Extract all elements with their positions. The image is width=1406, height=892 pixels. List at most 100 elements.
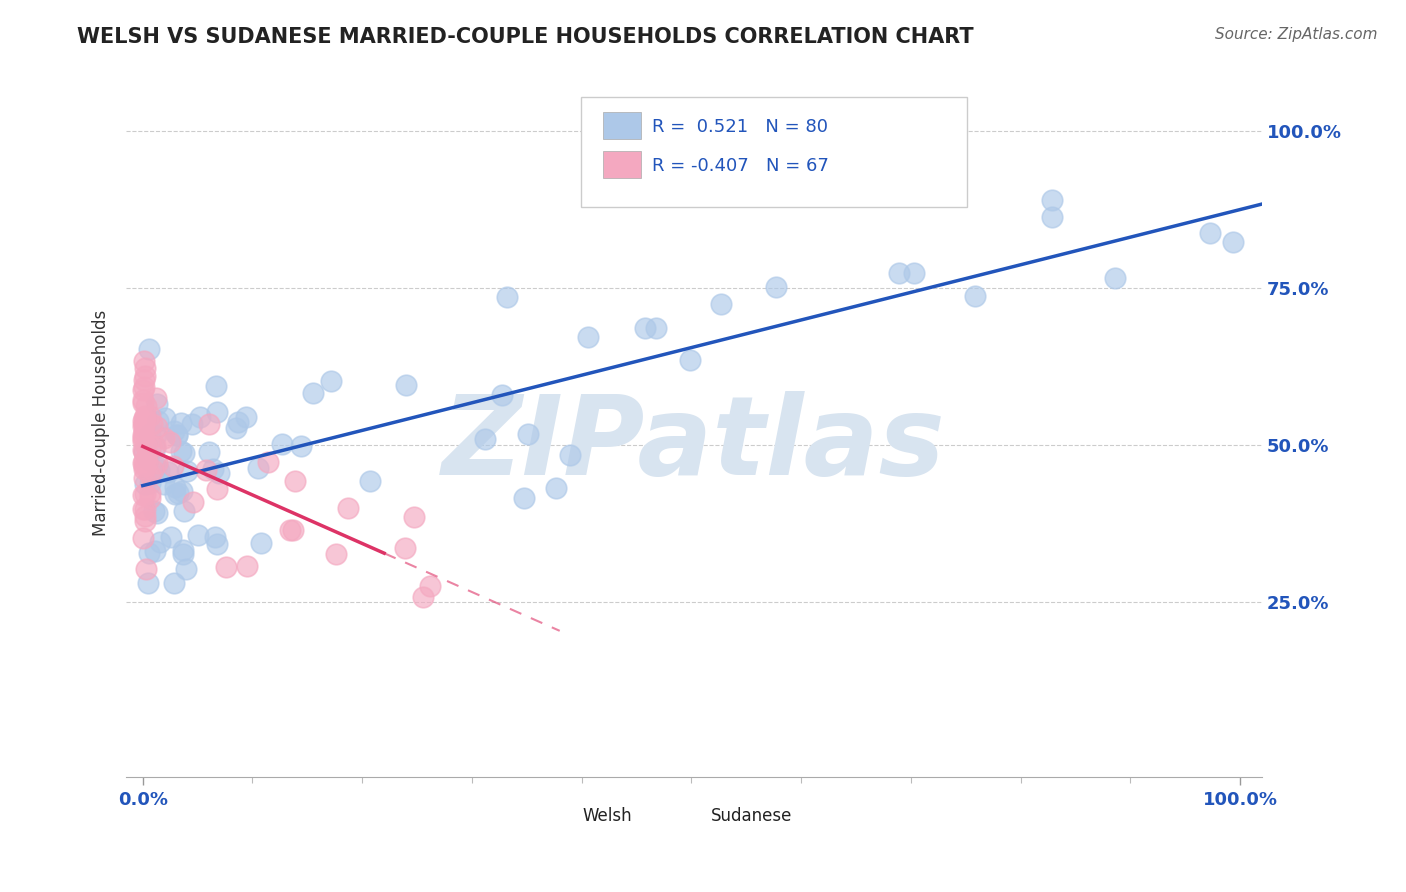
Point [278, 523, 301, 537]
Point [395, 378, 418, 392]
Point [198, 417, 221, 431]
Point [134, 476, 156, 491]
Point [173, 503, 195, 517]
Point [139, 427, 162, 442]
Point [170, 416, 193, 430]
Point [165, 486, 187, 500]
Point [162, 459, 184, 474]
Point [496, 290, 519, 304]
Point [903, 266, 925, 280]
Point [148, 463, 170, 477]
Point [135, 399, 157, 413]
Point [132, 410, 155, 425]
Point [138, 546, 160, 560]
FancyBboxPatch shape [553, 805, 576, 827]
Point [1040, 193, 1063, 207]
Point [281, 523, 304, 537]
Point [136, 452, 159, 467]
Text: R = -0.407   N = 67: R = -0.407 N = 67 [652, 157, 830, 175]
Point [132, 383, 155, 397]
Point [132, 434, 155, 449]
Point [134, 413, 156, 427]
Point [205, 405, 228, 419]
Point [132, 454, 155, 468]
Point [132, 417, 155, 432]
Point [174, 562, 197, 576]
Point [134, 508, 156, 523]
Point [132, 462, 155, 476]
Point [246, 460, 269, 475]
Point [134, 373, 156, 387]
Point [172, 548, 194, 562]
Point [132, 488, 155, 502]
Point [141, 440, 163, 454]
Point [1042, 210, 1064, 224]
Point [163, 575, 186, 590]
Point [149, 535, 172, 549]
Point [1222, 235, 1244, 249]
Point [134, 409, 156, 423]
Point [134, 459, 156, 474]
Point [546, 481, 568, 495]
Text: R =  0.521   N = 80: R = 0.521 N = 80 [652, 118, 828, 136]
Point [402, 509, 425, 524]
Point [710, 297, 733, 311]
Point [143, 543, 166, 558]
Point [207, 466, 229, 480]
Point [195, 462, 218, 476]
Point [235, 559, 257, 574]
Point [187, 527, 209, 541]
Point [132, 531, 155, 545]
Point [132, 456, 155, 470]
Point [146, 507, 169, 521]
Point [204, 530, 226, 544]
Point [153, 431, 176, 445]
Point [319, 374, 342, 388]
Point [167, 485, 190, 500]
Point [132, 427, 155, 442]
Point [134, 440, 156, 454]
Point [207, 482, 229, 496]
Point [132, 501, 155, 516]
Point [146, 397, 169, 411]
Point [134, 444, 156, 458]
Point [142, 463, 165, 477]
Point [325, 547, 347, 561]
Point [284, 474, 307, 488]
Point [202, 461, 225, 475]
FancyBboxPatch shape [679, 805, 704, 827]
Point [173, 446, 195, 460]
Point [132, 419, 155, 434]
Point [765, 280, 787, 294]
Point [170, 483, 193, 498]
Point [271, 437, 294, 451]
Point [152, 476, 174, 491]
Point [132, 443, 155, 458]
Point [138, 476, 160, 491]
Point [132, 380, 155, 394]
Point [205, 379, 228, 393]
Point [188, 410, 211, 425]
Point [139, 491, 162, 505]
Point [576, 330, 599, 344]
Point [474, 432, 496, 446]
Text: ZIPatlas: ZIPatlas [443, 391, 946, 498]
Point [166, 427, 188, 442]
Point [132, 396, 155, 410]
Point [359, 474, 381, 488]
Point [136, 455, 159, 469]
Point [302, 385, 325, 400]
Point [412, 590, 434, 604]
Point [336, 501, 359, 516]
Point [146, 459, 169, 474]
Text: Sudanese: Sudanese [711, 806, 793, 825]
Point [181, 417, 204, 431]
Point [257, 455, 280, 469]
Point [134, 369, 156, 384]
Text: WELSH VS SUDANESE MARRIED-COUPLE HOUSEHOLDS CORRELATION CHART: WELSH VS SUDANESE MARRIED-COUPLE HOUSEHO… [77, 27, 974, 46]
Point [205, 537, 228, 551]
Point [215, 560, 238, 574]
Point [136, 575, 159, 590]
Point [516, 427, 538, 442]
Y-axis label: Married-couple Households: Married-couple Households [93, 310, 110, 536]
